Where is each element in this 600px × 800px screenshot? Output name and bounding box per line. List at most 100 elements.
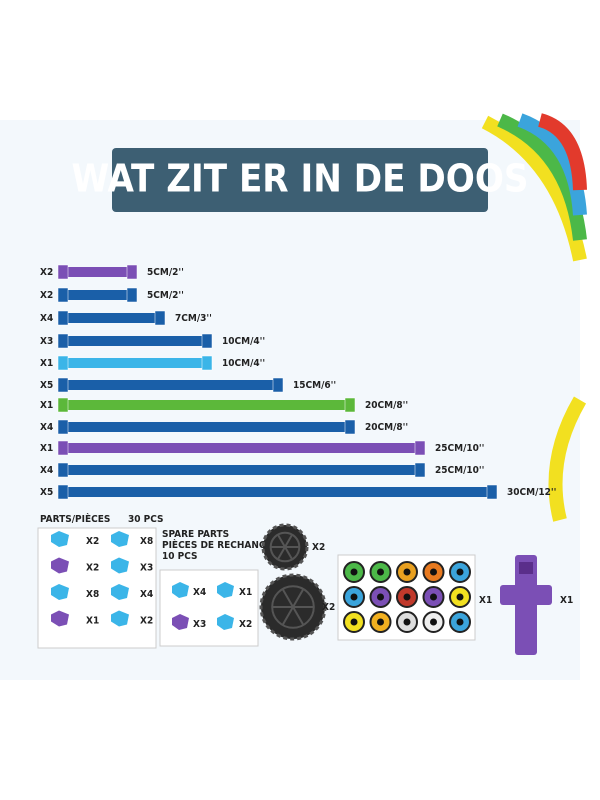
wheel-spoke — [281, 588, 294, 608]
rod-end — [414, 462, 426, 478]
part-quantity: X8 — [86, 589, 99, 600]
rod-end — [57, 310, 69, 326]
rod-size: 20CM/8'' — [365, 400, 408, 411]
rod-end — [126, 264, 138, 280]
wheel-spoke — [292, 588, 305, 608]
rod-end — [57, 462, 69, 478]
eye-pupil — [403, 593, 411, 601]
rod-size: 30CM/12'' — [507, 487, 556, 498]
rod — [58, 400, 355, 410]
rod-size: 10CM/4'' — [222, 336, 265, 347]
spare-part-quantity: X4 — [193, 587, 206, 598]
wheel-spoke — [276, 534, 286, 548]
part-icon — [111, 610, 129, 627]
rod-quantity: X5 — [40, 487, 53, 498]
rod-quantity: X4 — [40, 422, 53, 433]
rod — [58, 422, 355, 432]
rod-end — [57, 397, 69, 413]
figure-face — [519, 562, 533, 574]
rod — [58, 313, 165, 323]
wheel-spoke — [281, 606, 294, 626]
rod-end — [486, 484, 498, 500]
spare-part-icon — [217, 582, 234, 598]
eye-pupil — [456, 618, 464, 626]
rod — [58, 443, 425, 453]
rod — [58, 380, 283, 390]
parts-count: 30 PCS — [128, 514, 164, 525]
part-icon — [111, 584, 129, 600]
spare-parts-heading: PIÈCES DE RECHANGE — [162, 538, 272, 551]
eye-pupil — [377, 593, 384, 601]
rod-size: 25CM/10'' — [435, 443, 484, 454]
spare-part-quantity: X3 — [193, 619, 206, 630]
rod-quantity: X1 — [40, 358, 53, 369]
part-quantity: X1 — [86, 616, 99, 627]
rod-quantity: X1 — [40, 400, 53, 411]
part-icon — [111, 531, 129, 547]
rod-end — [57, 440, 69, 456]
rods: X2 5CM/2'' X2 5CM/2'' X4 7CM/3'' X3 10CM/4'' X1 1… — [40, 264, 556, 500]
rod — [58, 290, 137, 300]
part-icon — [51, 584, 69, 600]
part-quantity: X2 — [86, 536, 99, 547]
eye-pupil — [350, 618, 358, 626]
part-quantity: X4 — [140, 589, 153, 600]
part-icon — [111, 557, 129, 574]
rainbow-red — [537, 113, 587, 191]
figure-quantity: X1 — [560, 595, 573, 606]
eye-pupil — [456, 568, 464, 576]
wheel-spoke — [284, 546, 294, 560]
parts-heading: PARTS/PIÈCES — [40, 512, 110, 525]
rainbow-decoration — [481, 113, 587, 522]
rod-size: 20CM/8'' — [365, 422, 408, 433]
spare-parts-heading: 10 PCS — [162, 551, 198, 562]
eye-pupil — [456, 593, 464, 601]
eye-pupil — [377, 568, 384, 576]
rod-quantity: X5 — [40, 380, 53, 391]
rod-quantity: X3 — [40, 336, 53, 347]
part-quantity: X2 — [140, 616, 153, 627]
wheel-spoke — [292, 606, 305, 626]
rod — [58, 358, 212, 368]
rod-quantity: X2 — [40, 290, 53, 301]
rod-end — [154, 310, 166, 326]
eye-pupil — [377, 618, 384, 626]
spare-part-icon — [172, 582, 189, 598]
rod-quantity: X4 — [40, 465, 53, 476]
spare-part-quantity: X2 — [239, 619, 252, 630]
wheel-quantity: X2 — [322, 602, 335, 613]
rod-end — [201, 355, 213, 371]
eye-pupil — [403, 568, 411, 576]
wheel-quantity: X2 — [312, 542, 325, 553]
rod-size: 25CM/10'' — [435, 465, 484, 476]
rod-quantity: X2 — [40, 267, 53, 278]
rod-size: 15CM/6'' — [293, 380, 336, 391]
rainbow-yellow-lower — [548, 396, 587, 522]
rod-end — [57, 264, 69, 280]
spare-parts-heading: SPARE PARTS — [162, 529, 229, 540]
eye-pupil — [350, 593, 358, 601]
spare-parts-box — [159, 569, 259, 647]
rod-end — [344, 397, 356, 413]
rod-size: 7CM/3'' — [175, 313, 212, 324]
rod-end — [272, 377, 284, 393]
rod — [58, 336, 212, 346]
rod-end — [57, 287, 69, 303]
rod-size: 10CM/4'' — [222, 358, 265, 369]
rod-end — [201, 333, 213, 349]
rod-end — [344, 419, 356, 435]
rod-size: 5CM/2'' — [147, 267, 184, 278]
eye-pupil — [430, 593, 437, 601]
eye-pupil — [430, 618, 437, 626]
rod — [58, 465, 425, 475]
rainbow-blue — [517, 113, 587, 216]
eye-pupil — [350, 568, 358, 576]
rod — [58, 487, 497, 497]
rod-quantity: X1 — [40, 443, 53, 454]
eyes-quantity: X1 — [479, 595, 492, 606]
wheel-spoke — [276, 546, 286, 560]
part-icon — [51, 610, 69, 627]
rod-end — [57, 355, 69, 371]
